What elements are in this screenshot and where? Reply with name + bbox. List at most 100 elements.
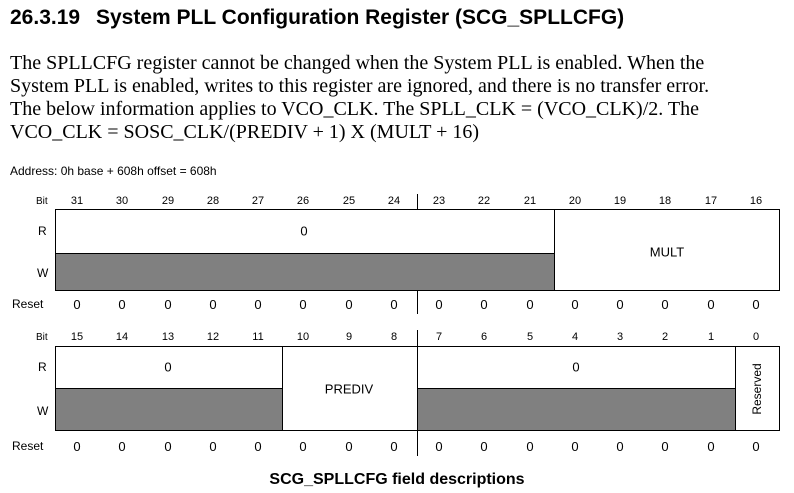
bit-number: 2 <box>661 331 669 343</box>
reset-value: 0 <box>73 439 81 454</box>
field-reserved-write <box>55 253 555 291</box>
reset-value: 0 <box>707 439 715 454</box>
reset-value: 0 <box>345 297 353 312</box>
reset-value: 0 <box>73 297 81 312</box>
section-number: 26.3.19 <box>10 6 81 29</box>
field-prediv <box>282 346 418 431</box>
field-reserved-write <box>55 388 283 431</box>
reset-row-label: Reset <box>12 297 44 311</box>
reset-value: 0 <box>118 439 126 454</box>
reset-value: 0 <box>118 297 126 312</box>
field-mult-label: MULT <box>649 244 685 260</box>
reset-value: 0 <box>390 297 398 312</box>
bit-number: 20 <box>568 195 582 207</box>
reset-value: 0 <box>254 297 262 312</box>
reset-value: 0 <box>752 439 760 454</box>
reset-value: 0 <box>752 297 760 312</box>
section-title: System PLL Configuration Register (SCG_S… <box>96 6 625 29</box>
section-heading: 26.3.19 System PLL Configuration Register… <box>10 6 624 30</box>
bit-number: 23 <box>432 195 446 207</box>
description-line-1: The SPLLCFG register cannot be changed w… <box>10 52 705 74</box>
bit-number: 1 <box>707 331 715 343</box>
bit-number: 26 <box>296 195 310 207</box>
bit-number: 27 <box>251 195 265 207</box>
bit-number: 25 <box>342 195 356 207</box>
bit-number: 5 <box>526 331 534 343</box>
bit-number: 9 <box>345 331 353 343</box>
bit-number: 15 <box>70 331 84 343</box>
field-reserved-write <box>417 388 736 431</box>
reset-value: 0 <box>571 297 579 312</box>
field-reserved-value: 0 <box>300 223 308 239</box>
reset-value: 0 <box>209 297 217 312</box>
bit-label: Bit <box>36 332 48 343</box>
bit-number: 31 <box>70 195 84 207</box>
reset-value: 0 <box>390 439 398 454</box>
bit-number: 6 <box>480 331 488 343</box>
field-reserved-read <box>55 209 555 254</box>
reset-value: 0 <box>480 297 488 312</box>
bit-number: 8 <box>390 331 398 343</box>
bit-number: 21 <box>523 195 537 207</box>
bit-number: 13 <box>161 331 175 343</box>
write-row-label: W <box>37 404 49 418</box>
reset-value: 0 <box>435 297 443 312</box>
reset-value: 0 <box>299 439 307 454</box>
write-row-label: W <box>37 266 49 280</box>
bit-number: 10 <box>296 331 310 343</box>
bit-number: 30 <box>115 195 129 207</box>
reset-value: 0 <box>209 439 217 454</box>
field-reserved-read <box>417 346 736 389</box>
field-reserved-value: 0 <box>572 359 580 375</box>
read-row-label: R <box>38 360 47 374</box>
reset-row-label: Reset <box>12 439 44 453</box>
bit-number: 19 <box>613 195 627 207</box>
field-reserved-bit0-label: Reserved <box>750 363 764 415</box>
description-line-4: VCO_CLK = SOSC_CLK/(PREDIV + 1) X (MULT … <box>10 121 480 143</box>
bit-number: 7 <box>435 331 443 343</box>
reset-value: 0 <box>164 297 172 312</box>
bit-number: 3 <box>616 331 624 343</box>
reset-value: 0 <box>299 297 307 312</box>
bit-number: 11 <box>252 331 264 343</box>
byte-divider <box>417 194 418 210</box>
description-line-3: The below information applies to VCO_CLK… <box>10 98 699 120</box>
byte-divider <box>417 290 418 314</box>
bit-number: 28 <box>206 195 220 207</box>
reset-value: 0 <box>435 439 443 454</box>
bit-number: 18 <box>658 195 672 207</box>
field-reserved-value: 0 <box>164 359 172 375</box>
reset-value: 0 <box>661 297 669 312</box>
bit-number: 12 <box>206 331 220 343</box>
field-reserved-bit0 <box>735 346 780 431</box>
byte-divider <box>417 330 418 346</box>
reset-value: 0 <box>616 439 624 454</box>
reset-value: 0 <box>164 439 172 454</box>
bit-number: 22 <box>477 195 491 207</box>
bit-label: Bit <box>36 196 48 207</box>
field-mult <box>554 209 780 291</box>
byte-divider <box>417 430 418 456</box>
address-line: Address: 0h base + 608h offset = 608h <box>10 164 217 178</box>
field-prediv-label: PREDIV <box>324 381 374 397</box>
reset-value: 0 <box>571 439 579 454</box>
reset-value: 0 <box>526 297 534 312</box>
reset-value: 0 <box>345 439 353 454</box>
reset-value: 0 <box>661 439 669 454</box>
bit-number: 29 <box>161 195 175 207</box>
read-row-label: R <box>38 224 47 238</box>
reset-value: 0 <box>480 439 488 454</box>
reset-value: 0 <box>616 297 624 312</box>
field-reserved-read <box>55 346 283 389</box>
reset-value: 0 <box>254 439 262 454</box>
description-line-2: System PLL is enabled, writes to this re… <box>10 75 710 97</box>
bit-number: 17 <box>704 195 718 207</box>
bit-number: 16 <box>749 195 763 207</box>
reset-value: 0 <box>707 297 715 312</box>
bit-number: 4 <box>571 331 579 343</box>
reset-value: 0 <box>526 439 534 454</box>
bit-number: 24 <box>387 195 401 207</box>
table-caption: SCG_SPLLCFG field descriptions <box>269 471 525 488</box>
bit-number: 0 <box>752 331 760 343</box>
bit-number: 14 <box>115 331 129 343</box>
